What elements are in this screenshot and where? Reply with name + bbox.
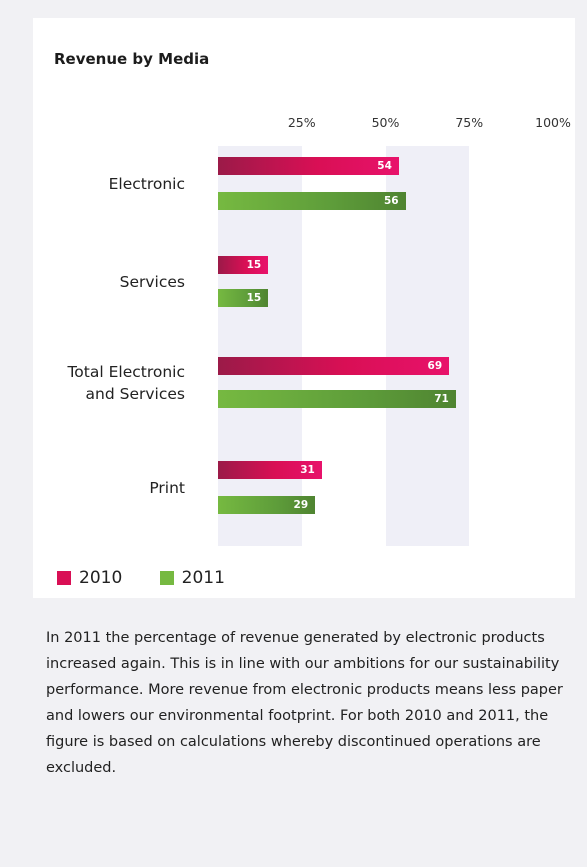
legend-label-2010: 2010 — [79, 568, 123, 588]
chart-panel: Revenue by Media 25% 50% 75% 100% Electronic… — [33, 18, 575, 598]
legend: 2010 2011 — [57, 568, 257, 590]
legend-swatch-2011 — [159, 571, 174, 585]
chart-title: Revenue by Media — [54, 50, 210, 68]
x-tick-label: 50% — [371, 115, 400, 130]
category-label: Total Electronic and Services — [67, 362, 185, 403]
legend-swatch-2010 — [57, 571, 71, 585]
bar-2010: 31 — [218, 461, 322, 479]
bar-value-label: 54 — [377, 160, 392, 172]
bar-2011: 15 — [218, 289, 269, 307]
category-label: Electronic — [108, 174, 185, 193]
bar-value-label: 56 — [383, 195, 399, 207]
x-tick-label: 100% — [535, 115, 571, 130]
bar-2010: 15 — [218, 256, 269, 274]
bar-2011: 71 — [218, 390, 456, 408]
category-label: Services — [119, 272, 185, 291]
bar-value-label: 15 — [246, 292, 262, 304]
x-tick-label: 25% — [287, 115, 316, 130]
bar-value-label: 15 — [246, 259, 262, 271]
legend-item-2011: 2011 — [159, 568, 225, 588]
legend-item-2010: 2010 — [57, 568, 122, 588]
x-tick-label: 75% — [455, 115, 484, 130]
bar-value-label: 31 — [300, 464, 315, 476]
bar-2010: 54 — [218, 157, 399, 175]
bar-value-label: 71 — [434, 393, 449, 405]
bar-2010: 69 — [218, 357, 450, 375]
caption-text: In 2011 the percentage of revenue genera… — [46, 630, 563, 776]
legend-label-2011: 2011 — [181, 568, 225, 588]
bar-value-label: 29 — [293, 499, 309, 511]
bar-2011: 56 — [218, 192, 406, 210]
category-label: Print — [149, 478, 185, 497]
bar-2011: 29 — [218, 496, 316, 514]
grid-band — [385, 146, 470, 546]
bar-value-label: 69 — [427, 360, 443, 372]
grid-band — [218, 146, 302, 546]
